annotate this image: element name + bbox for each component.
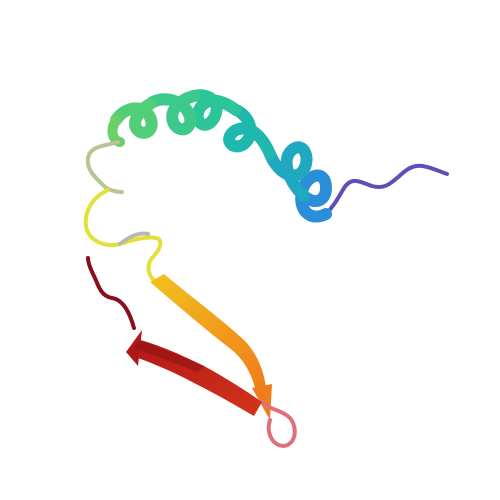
helix-turn-6 <box>110 98 158 139</box>
strand-2-shadow <box>134 340 204 372</box>
loop-khaki <box>85 140 124 194</box>
helix-turn-2 <box>264 141 313 202</box>
helix-turn-5 <box>144 90 200 136</box>
helix-end <box>107 115 125 147</box>
helix-turn-4 <box>188 89 242 131</box>
n-terminal-coil <box>324 163 449 216</box>
loop-grey-connector <box>118 231 150 246</box>
strand-1 <box>150 274 266 392</box>
c-terminal-coil <box>86 256 136 330</box>
helix-1 <box>107 89 333 223</box>
helix-turn-3 <box>223 104 276 160</box>
turn-salmon <box>260 400 297 449</box>
loop-yellow <box>83 188 163 284</box>
helix-turn-1 <box>295 169 333 223</box>
